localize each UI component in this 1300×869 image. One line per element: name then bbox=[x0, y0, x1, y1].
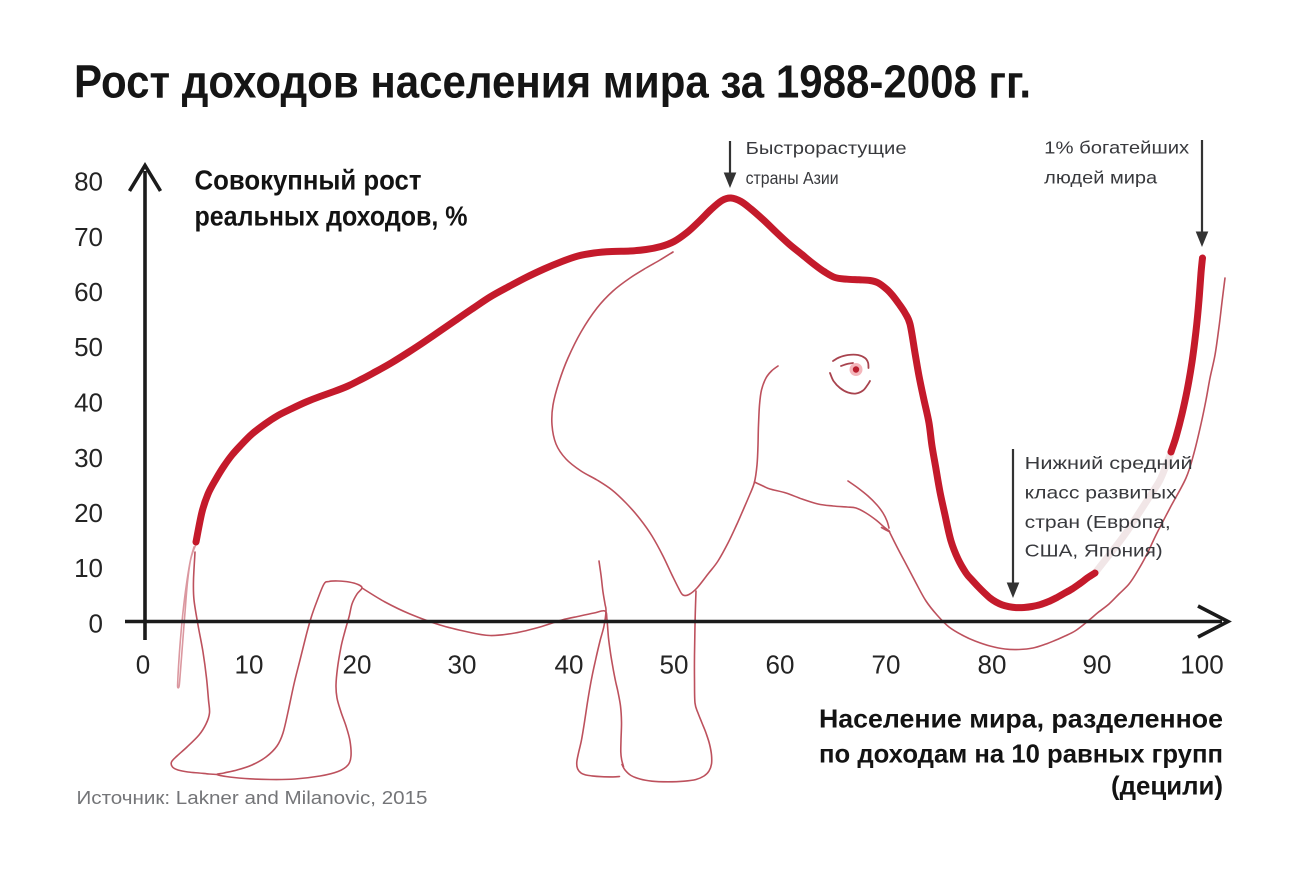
svg-text:Нижний средний: Нижний средний bbox=[1025, 453, 1193, 473]
svg-text:50: 50 bbox=[74, 332, 103, 362]
svg-text:20: 20 bbox=[343, 650, 372, 680]
svg-text:90: 90 bbox=[1083, 650, 1112, 680]
svg-text:30: 30 bbox=[448, 650, 477, 680]
svg-text:80: 80 bbox=[74, 167, 103, 197]
svg-text:(децили): (децили) bbox=[1111, 771, 1223, 801]
svg-text:60: 60 bbox=[766, 650, 795, 680]
svg-text:Рост доходов населения мира за: Рост доходов населения мира за 1988-2008… bbox=[74, 56, 1031, 108]
svg-text:40: 40 bbox=[555, 650, 584, 680]
svg-text:Источник: Lakner and Milanovic: Источник: Lakner and Milanovic, 2015 bbox=[77, 788, 428, 808]
svg-text:60: 60 bbox=[74, 277, 103, 307]
svg-text:Население мира, разделенное: Население мира, разделенное bbox=[819, 704, 1223, 734]
svg-text:стран (Европа,: стран (Европа, bbox=[1025, 512, 1171, 532]
svg-text:страны Азии: страны Азии bbox=[746, 168, 839, 188]
svg-text:80: 80 bbox=[978, 650, 1007, 680]
svg-text:по доходам на 10 равных групп: по доходам на 10 равных групп bbox=[819, 739, 1223, 769]
svg-text:40: 40 bbox=[74, 388, 103, 418]
svg-text:10: 10 bbox=[235, 650, 264, 680]
svg-text:класс развитых: класс развитых bbox=[1025, 483, 1177, 503]
svg-text:70: 70 bbox=[872, 650, 901, 680]
svg-text:70: 70 bbox=[74, 222, 103, 252]
svg-text:50: 50 bbox=[660, 650, 689, 680]
svg-text:Совокупный рост: Совокупный рост bbox=[195, 165, 422, 196]
svg-text:Быстрорастущие: Быстрорастущие bbox=[746, 138, 907, 158]
svg-text:30: 30 bbox=[74, 443, 103, 473]
svg-text:10: 10 bbox=[74, 553, 103, 583]
svg-text:100: 100 bbox=[1180, 650, 1223, 680]
svg-text:США, Япония): США, Япония) bbox=[1025, 541, 1163, 561]
svg-text:0: 0 bbox=[136, 650, 150, 680]
svg-text:1% богатейших: 1% богатейших bbox=[1044, 137, 1189, 157]
svg-text:0: 0 bbox=[89, 609, 103, 639]
svg-text:реальных доходов, %: реальных доходов, % bbox=[195, 200, 468, 231]
svg-text:людей мира: людей мира bbox=[1044, 168, 1157, 188]
svg-text:20: 20 bbox=[74, 498, 103, 528]
